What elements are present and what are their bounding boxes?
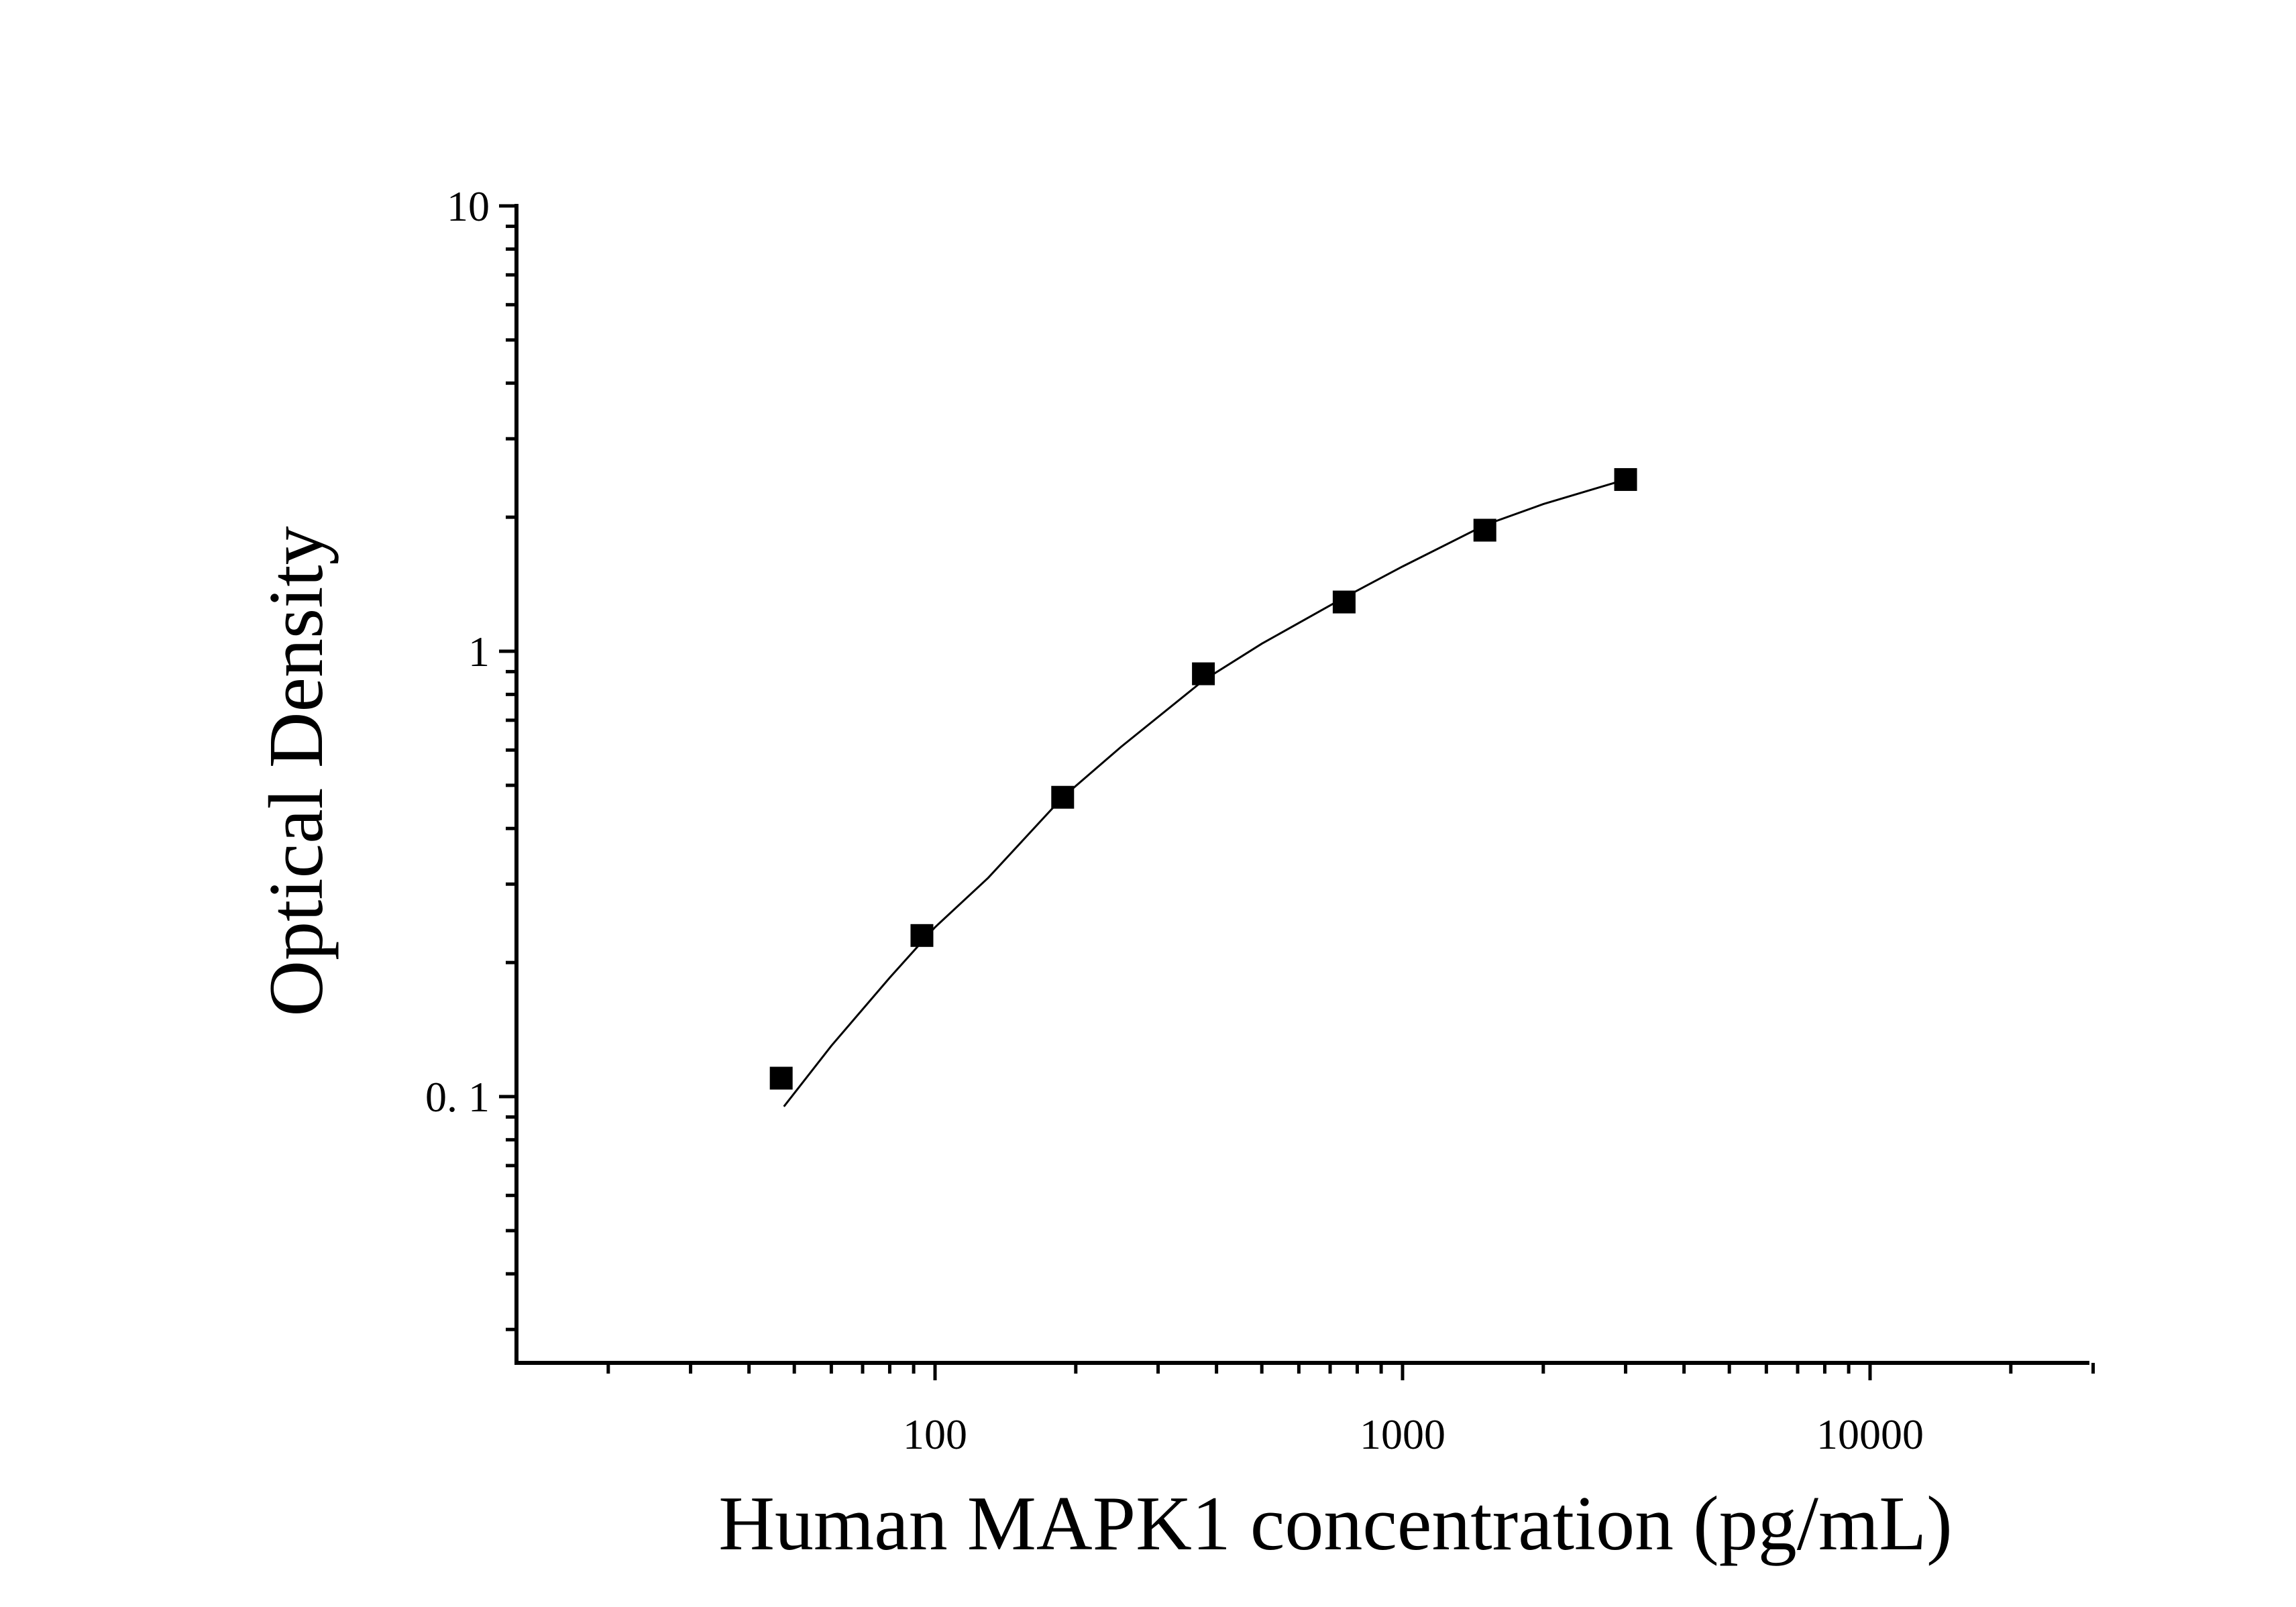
x-axis-title: Human MAPK1 concentration (pg/mL) xyxy=(718,1481,1953,1567)
x-tick-label: 1000 xyxy=(1360,1410,1445,1458)
y-tick-label: 10 xyxy=(447,182,490,230)
data-point xyxy=(1332,590,1356,614)
data-points xyxy=(769,467,1637,1090)
fit-curve xyxy=(783,478,1627,1107)
x-tick-label: 10000 xyxy=(1816,1410,1924,1458)
data-point xyxy=(1051,785,1075,809)
y-tick-label: 0. 1 xyxy=(425,1073,490,1121)
x-tick-label: 100 xyxy=(903,1410,967,1458)
data-point xyxy=(769,1066,793,1090)
data-point xyxy=(1614,467,1637,491)
y-tick-label: 1 xyxy=(468,628,490,675)
data-point xyxy=(910,924,934,947)
axis-ticks xyxy=(499,204,2095,1380)
fit-curve-layer xyxy=(783,478,1627,1107)
data-point xyxy=(1192,662,1215,685)
data-point xyxy=(1473,518,1496,542)
axes xyxy=(514,204,2089,1365)
tick-labels: 10 1 0. 1 100 1000 10000 xyxy=(425,182,1924,1458)
y-axis-title: Optical Density xyxy=(254,526,339,1016)
